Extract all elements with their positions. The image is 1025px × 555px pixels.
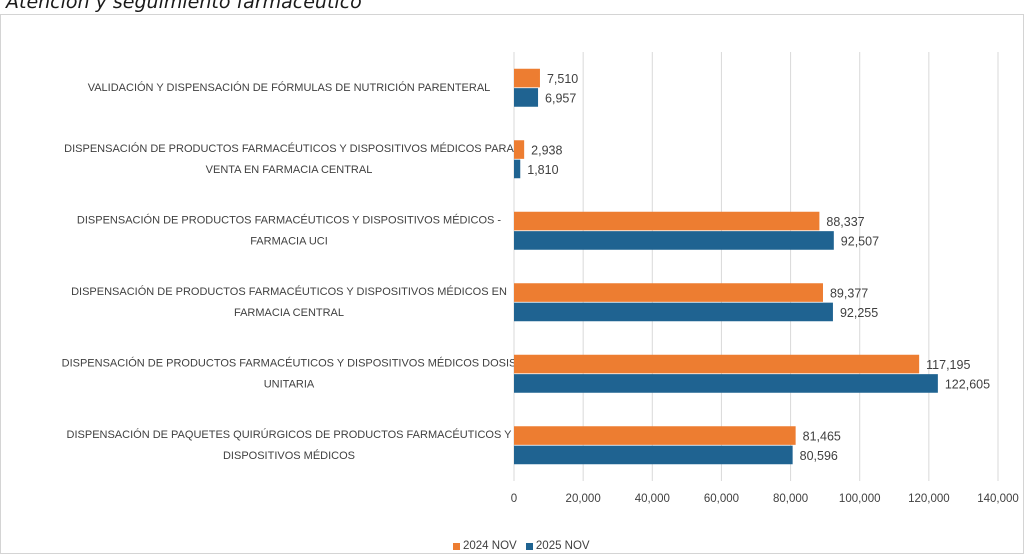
category-label: VALIDACIÓN Y DISPENSACIÓN DE FÓRMULAS DE… xyxy=(88,81,491,94)
bar xyxy=(514,68,540,88)
bar xyxy=(514,445,793,465)
bar xyxy=(514,426,796,445)
x-tick-label: 60,000 xyxy=(704,493,739,505)
legend-swatch-2025 xyxy=(525,542,533,550)
category-label: FARMACIA CENTRAL xyxy=(234,307,344,319)
data-label: 117,195 xyxy=(926,358,970,372)
category-label: DISPOSITIVOS MÉDICOS xyxy=(223,449,355,462)
category-label: UNITARIA xyxy=(264,378,315,390)
x-tick-label: 140,000 xyxy=(977,493,1019,505)
data-label: 88,337 xyxy=(826,215,864,229)
data-label: 7,510 xyxy=(547,72,578,86)
bar xyxy=(514,354,920,374)
legend: 2024 NOV 2025 NOV xyxy=(453,540,596,553)
bar-chart: 0 20,000 40,000 60,000 80,000 100,000 120,000 1… xyxy=(62,52,1019,505)
data-label: 92,507 xyxy=(841,234,879,248)
x-tick-label: 20,000 xyxy=(566,493,601,505)
chart-area: 0 20,000 40,000 60,000 80,000 100,000 120,000 1… xyxy=(0,14,1024,554)
x-tick-label: 80,000 xyxy=(773,493,808,505)
data-label: 92,255 xyxy=(840,306,878,320)
category-label: FARMACIA UCI xyxy=(250,235,328,247)
data-label: 81,465 xyxy=(803,430,841,444)
x-tick-label: 120,000 xyxy=(908,493,950,505)
bar xyxy=(514,231,834,250)
bar xyxy=(514,283,823,302)
data-label: 1,810 xyxy=(527,163,558,177)
x-tick-label: 100,000 xyxy=(839,493,881,505)
category-label: VENTA EN FARMACIA CENTRAL xyxy=(206,164,373,176)
legend-item-2025: 2025 NOV xyxy=(525,540,590,552)
category-label: DISPENSACIÓN DE PRODUCTOS FARMACÉUTICOS … xyxy=(71,285,507,298)
bar xyxy=(514,88,539,107)
category-label: DISPENSACIÓN DE PAQUETES QUIRÚRGICOS DE … xyxy=(67,428,513,441)
legend-label-2024: 2024 NOV xyxy=(463,540,517,552)
data-label: 122,605 xyxy=(945,377,990,391)
legend-item-2024: 2024 NOV xyxy=(453,540,517,552)
bar xyxy=(514,374,938,393)
page-title: Atención y seguimiento farmacéutico xyxy=(6,0,362,13)
category-label: DISPENSACIÓN DE PRODUCTOS FARMACÉUTICOS … xyxy=(64,142,514,155)
bar xyxy=(514,159,521,179)
legend-swatch-2024 xyxy=(453,542,460,550)
x-tick-label: 0 xyxy=(511,493,517,505)
category-label: DISPENSACIÓN DE PRODUCTOS FARMACÉUTICOS … xyxy=(62,356,517,369)
data-label: 80,596 xyxy=(800,449,838,463)
category-label: DISPENSACIÓN DE PRODUCTOS FARMACÉUTICOS … xyxy=(77,213,502,226)
legend-label-2025: 2025 NOV xyxy=(535,540,590,552)
bar xyxy=(514,302,833,322)
bar xyxy=(514,140,525,159)
x-tick-label: 40,000 xyxy=(635,493,670,505)
data-label: 6,957 xyxy=(545,91,576,105)
data-label: 2,938 xyxy=(531,144,562,158)
bar xyxy=(514,211,820,231)
data-label: 89,377 xyxy=(830,287,868,301)
